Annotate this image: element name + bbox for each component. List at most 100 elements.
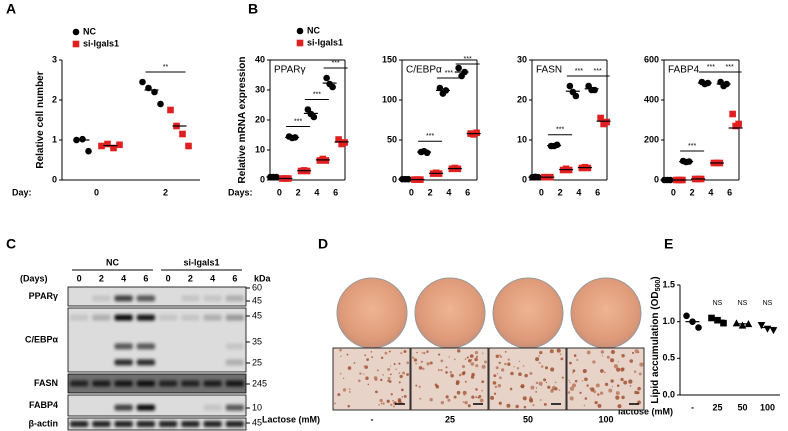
significance: ***	[688, 143, 696, 150]
y-tick-label: 2	[52, 94, 57, 104]
x-tick-label: 50	[737, 402, 747, 412]
lipid-dot	[418, 366, 423, 370]
x-tick-label: 4	[446, 187, 451, 197]
lipid-dot	[617, 404, 622, 409]
lipid-dot	[464, 358, 467, 360]
lipid-dot	[633, 370, 637, 373]
lipid-dot	[423, 351, 426, 355]
kda-marker: 60	[252, 282, 262, 292]
lipid-dot	[554, 381, 557, 384]
lipid-dot	[515, 404, 519, 409]
point	[98, 142, 105, 150]
lipid-dot	[535, 387, 538, 389]
lipid-dot	[582, 368, 587, 374]
lipid-dot	[420, 360, 424, 363]
x-tick-label: 25	[712, 402, 722, 412]
x-tick-label: 4	[708, 187, 713, 197]
lipid-dot	[629, 385, 632, 387]
lane-label: 0	[77, 273, 82, 283]
lipid-dot	[586, 350, 591, 355]
point	[167, 106, 174, 114]
lipid-dot	[549, 349, 554, 354]
blot-band	[70, 380, 89, 387]
lipid-dot	[600, 350, 605, 354]
lipid-dot	[397, 398, 402, 402]
lipid-dot	[610, 349, 616, 355]
blot-band	[203, 380, 222, 387]
lipid-dot	[357, 379, 361, 383]
point	[296, 39, 304, 47]
point	[732, 319, 741, 327]
lipid-dot	[400, 352, 403, 355]
blot-band	[225, 380, 244, 387]
lipid-dot	[415, 384, 418, 387]
lipid-dot	[386, 399, 390, 403]
point	[720, 319, 727, 327]
blot-band	[225, 343, 244, 350]
x-tick-label: 0	[277, 187, 282, 197]
y-tick-label: 0	[260, 174, 265, 184]
y-tick-label: 0	[52, 174, 57, 184]
y-tick-label: 400	[644, 94, 659, 104]
lipid-dot	[519, 385, 522, 388]
lipid-dot	[569, 361, 572, 365]
lipid-dot	[393, 405, 395, 408]
lipid-dot	[629, 359, 634, 363]
row-label: PPARγ	[29, 291, 58, 301]
blot-band	[92, 314, 111, 321]
lipid-dot	[382, 374, 384, 376]
lipid-dot	[380, 378, 383, 382]
lipid-dot	[529, 397, 533, 402]
x-tick-label: 4	[576, 187, 581, 197]
lipid-dot	[462, 371, 466, 374]
significance: ***	[726, 64, 734, 71]
lipid-dot	[393, 362, 396, 366]
point	[310, 113, 318, 121]
lipid-dot	[389, 373, 392, 376]
point	[763, 325, 772, 333]
lipid-dot	[595, 383, 600, 388]
lipid-dot	[411, 356, 415, 359]
lipid-dot	[367, 383, 370, 386]
lipid-dot	[440, 369, 443, 372]
lipid-dot	[504, 351, 507, 353]
blot-band	[225, 295, 244, 302]
lipid-dot	[493, 392, 497, 395]
lipid-dot	[435, 384, 440, 389]
lipid-dot	[599, 369, 604, 373]
panel-letter: E	[664, 236, 673, 252]
lipid-dot	[447, 398, 451, 402]
x-tick-label: 0	[409, 187, 414, 197]
lipid-dot	[401, 388, 404, 392]
lipid-dot	[569, 396, 574, 401]
lipid-dot	[467, 404, 471, 408]
subplot-title: C/EBPα	[406, 65, 442, 76]
lipid-dot	[623, 380, 628, 385]
lipid-dot	[550, 367, 555, 372]
lipid-dot	[516, 367, 520, 370]
lipid-dot	[455, 381, 459, 386]
lipid-dot	[371, 356, 373, 358]
lipid-dot	[415, 362, 417, 365]
panel-letter: A	[6, 1, 16, 17]
condition-label: 25	[445, 414, 455, 424]
significance: **	[163, 64, 169, 71]
lipid-dot	[376, 369, 379, 372]
kda-marker: 45	[252, 417, 262, 427]
dish	[414, 277, 486, 349]
lipid-dot	[380, 356, 384, 360]
lipid-dot	[370, 351, 373, 353]
lipid-dot	[535, 391, 537, 393]
lipid-dot	[524, 373, 528, 378]
lipid-dot	[467, 359, 472, 363]
lipid-dot	[544, 366, 549, 370]
point	[116, 141, 123, 149]
condition-label: 100	[598, 414, 613, 424]
point	[572, 92, 580, 100]
lipid-dot	[456, 390, 461, 395]
lipid-dot	[572, 372, 574, 374]
x-label: Day:	[12, 187, 32, 197]
blot-strip	[67, 286, 247, 307]
blot-band	[136, 380, 155, 387]
